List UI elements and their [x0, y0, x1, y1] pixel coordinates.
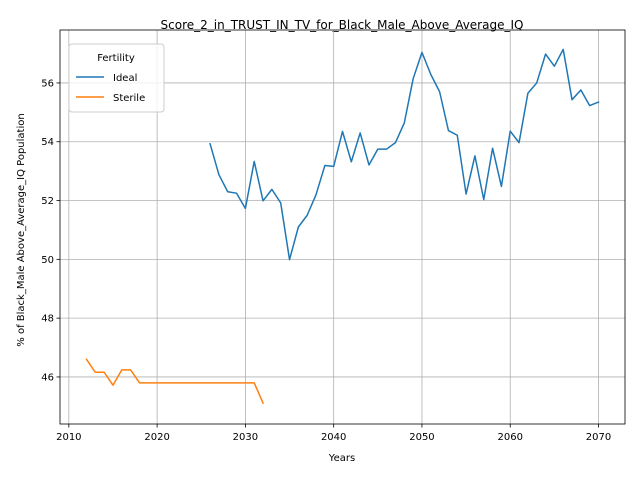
- y-tick-label: 50: [41, 255, 54, 266]
- y-tick-label: 52: [41, 196, 54, 207]
- series-lines: [85, 48, 600, 405]
- plot-frame: [59, 29, 626, 425]
- y-tick-label: 46: [41, 372, 54, 383]
- x-tick-label: 2030: [233, 432, 258, 443]
- x-tick-label: 2050: [409, 432, 434, 443]
- x-tick-label: 2040: [321, 432, 346, 443]
- series-line-sterile: [85, 358, 265, 405]
- legend-label-sterile: Sterile: [113, 93, 145, 104]
- x-tick-label: 2060: [498, 432, 523, 443]
- y-tick-label: 56: [41, 78, 54, 89]
- y-tick-label: 54: [41, 137, 54, 148]
- chart-title: Score_2_in_TRUST_IN_TV_for_Black_Male_Ab…: [161, 18, 524, 32]
- axis-ticks: 2010 2020 2030 2040 2050 2060 2070 46 48 50 52 54 56: [41, 78, 611, 443]
- series-line-ideal: [209, 48, 600, 261]
- x-axis-label: Years: [328, 453, 355, 464]
- x-tick-label: 2020: [144, 432, 169, 443]
- y-tick-label: 48: [41, 314, 54, 325]
- legend-label-ideal: Ideal: [113, 73, 137, 84]
- x-tick-label: 2070: [586, 432, 611, 443]
- legend-title: Fertility: [97, 53, 135, 64]
- x-tick-label: 2010: [56, 432, 81, 443]
- legend-box: [68, 43, 165, 113]
- legend: Fertility Ideal Sterile: [68, 43, 165, 113]
- y-axis-label: % of Black_Male Above_Average_IQ Populat…: [16, 113, 27, 346]
